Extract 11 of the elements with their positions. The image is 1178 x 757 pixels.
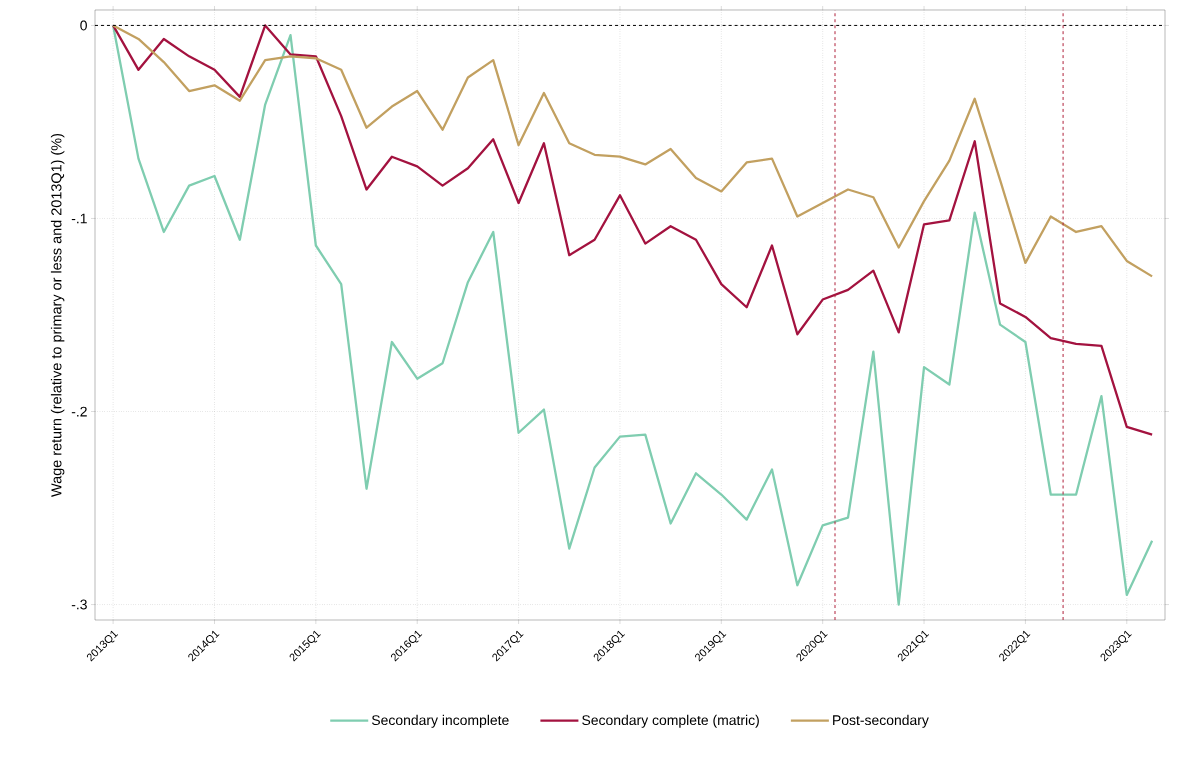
legend-label: Secondary complete (matric) bbox=[582, 714, 759, 728]
y-tick-label: 0 bbox=[80, 20, 87, 31]
y-axis-title: Wage return (relative to primary or less and 2013Q1) (%) bbox=[50, 133, 65, 497]
legend-label: Secondary incomplete bbox=[371, 714, 509, 728]
y-tick-label: -.2 bbox=[71, 406, 87, 417]
line-series bbox=[111, 24, 1154, 278]
y-tick-label: -.3 bbox=[71, 599, 87, 610]
legend-label: Post-secondary bbox=[833, 714, 929, 728]
line-series bbox=[111, 24, 1154, 606]
line-series bbox=[111, 24, 1154, 436]
y-tick-label: -.1 bbox=[71, 213, 87, 224]
